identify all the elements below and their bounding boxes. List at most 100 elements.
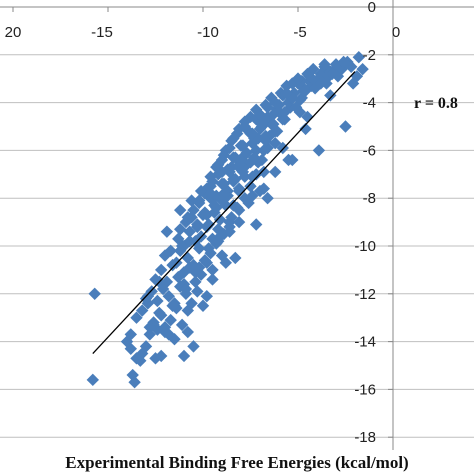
data-point — [345, 60, 358, 73]
data-point — [160, 275, 174, 289]
gridlines — [0, 54, 474, 438]
data-point — [200, 289, 213, 303]
regression-line-group — [92, 71, 356, 354]
data-point — [286, 77, 299, 90]
data-point — [269, 165, 282, 179]
data-point — [217, 187, 231, 200]
data-point — [246, 127, 259, 140]
data-point — [269, 125, 282, 138]
data-point — [246, 189, 259, 203]
data-point — [261, 192, 274, 205]
data-point — [206, 273, 219, 286]
data-point — [234, 153, 248, 167]
data-point — [130, 311, 143, 324]
x-tick-label: -10 — [197, 24, 219, 41]
y-tick-label: -14 — [354, 334, 376, 351]
data-point — [177, 239, 191, 253]
tick-labels: 20 -15 -10 -5 00 -2 -4 -6 -8 -10 -12 -14 -16 -18 — [5, 0, 401, 446]
data-point — [185, 194, 198, 207]
y-tick-label: -10 — [354, 238, 376, 255]
data-point — [314, 77, 327, 90]
data-point — [215, 249, 229, 262]
data-point — [130, 352, 143, 365]
data-point — [143, 321, 156, 334]
data-point — [124, 328, 137, 341]
data-point — [174, 244, 187, 257]
data-point — [297, 82, 310, 95]
data-point — [225, 160, 238, 174]
data-point — [204, 170, 217, 183]
y-tick-label: -8 — [363, 190, 376, 207]
data-point — [206, 263, 219, 277]
data-point — [269, 96, 282, 109]
y-tick-label: 0 — [368, 0, 376, 16]
data-point — [206, 175, 219, 188]
data-point — [318, 58, 331, 71]
data-point — [128, 376, 141, 389]
data-point — [227, 132, 240, 145]
data-point — [177, 266, 191, 279]
data-point — [236, 165, 250, 179]
data-point — [158, 321, 172, 334]
data-point — [164, 313, 177, 327]
data-point — [181, 325, 194, 339]
data-point — [238, 120, 251, 133]
data-point — [120, 335, 134, 348]
data-point — [155, 349, 168, 363]
data-point — [181, 211, 194, 224]
data-point — [183, 235, 196, 248]
data-point — [177, 349, 191, 363]
data-point — [155, 309, 168, 322]
data-point — [250, 218, 263, 231]
data-point — [219, 144, 232, 157]
data-point — [202, 218, 215, 231]
x-tick-label: -5 — [293, 24, 306, 41]
x-tick-label: 20 — [5, 24, 22, 41]
data-point — [299, 122, 312, 136]
data-point — [324, 89, 337, 102]
y-tick-label: -2 — [363, 47, 376, 64]
x-axis-title: Experimental Binding Free Energies (kcal… — [65, 453, 408, 472]
regression-line — [92, 71, 356, 354]
data-point — [185, 297, 198, 310]
data-point — [175, 318, 189, 332]
data-point — [139, 340, 153, 353]
data-point — [255, 153, 269, 167]
data-point — [282, 153, 295, 167]
data-point — [227, 175, 240, 188]
data-point — [339, 120, 352, 133]
data-point — [164, 244, 177, 257]
data-point — [356, 62, 369, 76]
data-point — [244, 110, 257, 124]
x-tick-label: -15 — [91, 24, 113, 41]
data-point — [208, 199, 221, 212]
y-tick-label: -12 — [354, 286, 376, 303]
x-tick-label: 0 — [392, 24, 400, 41]
data-point — [141, 289, 155, 303]
data-point — [278, 105, 291, 119]
data-point — [312, 72, 326, 85]
data-point — [253, 108, 267, 121]
data-point — [255, 117, 269, 131]
data-point — [333, 60, 346, 73]
data-point — [202, 242, 215, 255]
data-point — [88, 287, 101, 300]
data-point — [223, 220, 236, 234]
data-point — [215, 194, 229, 207]
data-point — [172, 232, 185, 246]
data-point — [232, 182, 246, 195]
data-point — [215, 165, 229, 179]
y-tick-label: -6 — [363, 142, 376, 159]
data-point — [217, 177, 231, 191]
data-point — [257, 182, 270, 195]
data-point — [219, 256, 232, 269]
data-point — [293, 105, 307, 119]
data-point — [213, 230, 227, 243]
data-point — [232, 203, 246, 217]
data-point — [155, 263, 168, 277]
data-point — [352, 50, 365, 64]
data-point — [259, 98, 272, 112]
data-point — [307, 62, 320, 76]
data-point — [213, 213, 227, 226]
data-point — [86, 373, 99, 387]
